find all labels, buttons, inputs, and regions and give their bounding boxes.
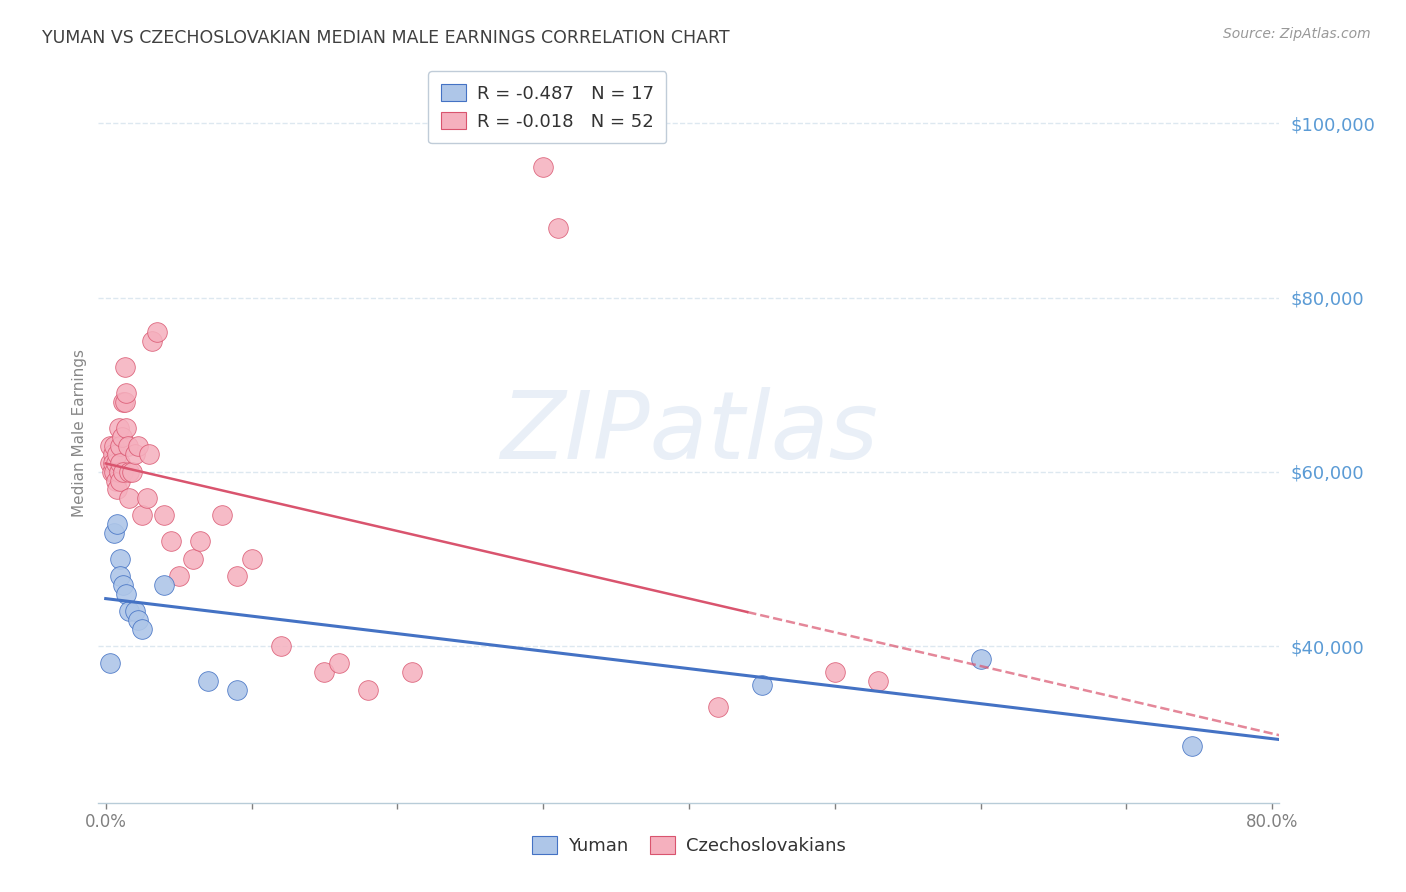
Point: [112, 465, 135, 479]
Point: [118, 491, 141, 505]
Point: [131, 508, 153, 523]
Point: [181, 552, 204, 566]
Point: [240, 552, 263, 566]
Point: [103, 525, 125, 540]
Text: Source: ZipAtlas.com: Source: ZipAtlas.com: [1223, 27, 1371, 41]
Point: [868, 673, 890, 688]
Point: [328, 657, 350, 671]
Text: ZIPatlas: ZIPatlas: [501, 387, 877, 478]
Point: [115, 421, 138, 435]
Point: [190, 534, 212, 549]
Point: [110, 474, 132, 488]
Point: [127, 439, 149, 453]
Point: [105, 517, 128, 532]
Point: [124, 447, 146, 461]
Point: [108, 465, 131, 479]
Text: YUMAN VS CZECHOSLOVAKIAN MEDIAN MALE EARNINGS CORRELATION CHART: YUMAN VS CZECHOSLOVAKIAN MEDIAN MALE EAR…: [42, 29, 730, 46]
Point: [115, 386, 138, 401]
Point: [226, 682, 249, 697]
Point: [131, 622, 153, 636]
Point: [1181, 739, 1204, 754]
Point: [751, 678, 773, 692]
Point: [167, 569, 190, 583]
Point: [121, 465, 143, 479]
Point: [110, 439, 132, 453]
Point: [211, 508, 233, 523]
Point: [145, 326, 167, 340]
Point: [357, 682, 380, 697]
Point: [197, 673, 219, 688]
Point: [160, 534, 183, 549]
Point: [103, 465, 125, 479]
Legend: Yuman, Czechoslovakians: Yuman, Czechoslovakians: [523, 827, 855, 864]
Point: [117, 439, 139, 453]
Point: [111, 430, 134, 444]
Point: [118, 465, 141, 479]
Point: [101, 456, 124, 470]
Point: [824, 665, 846, 680]
Point: [127, 613, 149, 627]
Point: [226, 569, 249, 583]
Point: [138, 447, 160, 461]
Point: [547, 221, 569, 235]
Point: [103, 439, 125, 453]
Point: [112, 578, 135, 592]
Point: [153, 578, 176, 592]
Point: [118, 604, 141, 618]
Point: [270, 639, 292, 653]
Point: [101, 447, 124, 461]
Point: [104, 474, 127, 488]
Point: [135, 491, 157, 505]
Point: [969, 652, 991, 666]
Point: [707, 700, 730, 714]
Point: [104, 456, 127, 470]
Point: [105, 482, 128, 496]
Y-axis label: Median Male Earnings: Median Male Earnings: [72, 349, 87, 516]
Point: [531, 160, 554, 174]
Point: [401, 665, 423, 680]
Point: [110, 552, 132, 566]
Point: [98, 657, 121, 671]
Point: [98, 439, 121, 453]
Point: [105, 447, 128, 461]
Point: [115, 587, 138, 601]
Point: [314, 665, 336, 680]
Point: [114, 360, 136, 375]
Point: [114, 395, 136, 409]
Point: [110, 569, 132, 583]
Point: [100, 465, 122, 479]
Point: [108, 421, 131, 435]
Point: [112, 395, 135, 409]
Point: [98, 456, 121, 470]
Point: [153, 508, 176, 523]
Point: [141, 334, 163, 348]
Point: [110, 456, 132, 470]
Point: [124, 604, 146, 618]
